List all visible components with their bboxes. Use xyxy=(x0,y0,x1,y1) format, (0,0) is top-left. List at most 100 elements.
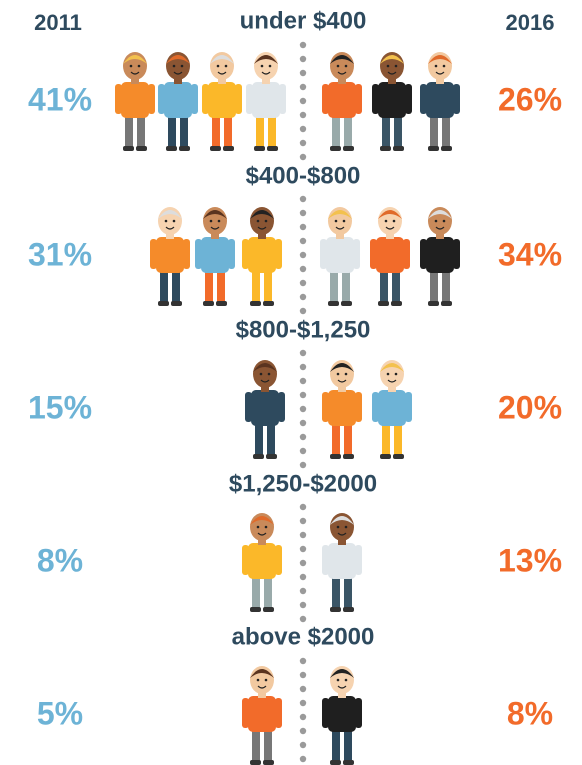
divider-dot xyxy=(300,84,306,90)
eye xyxy=(345,679,348,682)
leg xyxy=(252,575,260,609)
shoe xyxy=(441,146,452,151)
arm xyxy=(158,84,165,114)
person xyxy=(150,207,190,306)
person xyxy=(370,207,410,306)
eye xyxy=(335,220,338,223)
divider-dot xyxy=(300,420,306,426)
income-label: $400-$800 xyxy=(246,162,361,189)
shoe xyxy=(343,607,354,612)
eye xyxy=(173,65,176,68)
person xyxy=(322,666,362,765)
share-2011: 41% xyxy=(28,81,92,117)
arm xyxy=(355,84,362,114)
eye xyxy=(393,220,396,223)
arm xyxy=(278,392,285,422)
leg xyxy=(430,114,438,148)
divider-dot xyxy=(300,98,306,104)
shoe xyxy=(267,146,278,151)
share-2011: 8% xyxy=(37,542,83,578)
leg xyxy=(224,114,232,148)
arm xyxy=(235,84,242,114)
leg xyxy=(212,114,220,148)
leg xyxy=(125,114,133,148)
divider-dot xyxy=(300,406,306,412)
leg xyxy=(392,269,400,303)
leg xyxy=(344,575,352,609)
divider-dot xyxy=(300,434,306,440)
divider-dot xyxy=(300,700,306,706)
divider-dot xyxy=(300,714,306,720)
eye xyxy=(165,220,168,223)
divider-dot xyxy=(300,42,306,48)
shoe xyxy=(341,301,352,306)
divider-dot xyxy=(300,224,306,230)
divider-dot xyxy=(300,238,306,244)
share-2016: 20% xyxy=(498,389,562,425)
left-year: 2011 xyxy=(34,10,82,35)
person xyxy=(242,666,282,765)
eye xyxy=(337,526,340,529)
arm xyxy=(322,392,329,422)
eye xyxy=(173,220,176,223)
shoe xyxy=(210,146,221,151)
leg xyxy=(344,728,352,762)
torso xyxy=(251,390,279,426)
person xyxy=(115,52,155,151)
leg xyxy=(137,114,145,148)
income-label: above $2000 xyxy=(232,623,375,650)
divider-dot xyxy=(300,588,306,594)
eye xyxy=(387,65,390,68)
income-label: $800-$1,250 xyxy=(236,316,371,343)
eye xyxy=(395,373,398,376)
shoe xyxy=(136,146,147,151)
share-2016: 34% xyxy=(498,236,562,272)
divider-dot xyxy=(300,574,306,580)
leg xyxy=(344,422,352,456)
divider-dot xyxy=(300,504,306,510)
arm xyxy=(275,239,282,269)
eye xyxy=(435,65,438,68)
torso xyxy=(252,82,280,118)
divider xyxy=(300,42,306,762)
divider-dot xyxy=(300,602,306,608)
shoe xyxy=(203,301,214,306)
arm xyxy=(242,545,249,575)
divider-dot xyxy=(300,140,306,146)
shoe xyxy=(428,146,439,151)
divider-dot xyxy=(300,532,306,538)
leg xyxy=(344,114,352,148)
page: 2011 2016 under $40041%26%$400-$80031%34… xyxy=(0,0,582,765)
divider-dot xyxy=(300,252,306,258)
income-label: under $400 xyxy=(240,7,367,34)
shoe xyxy=(223,146,234,151)
leg xyxy=(168,114,176,148)
shoe xyxy=(328,301,339,306)
arm xyxy=(191,84,198,114)
torso xyxy=(328,390,356,426)
divider-dot xyxy=(300,392,306,398)
divider-dot xyxy=(300,196,306,202)
shoe xyxy=(250,301,261,306)
shoe xyxy=(266,454,277,459)
rows: under $40041%26%$400-$80031%34%$800-$1,2… xyxy=(28,7,562,731)
shoe xyxy=(216,301,227,306)
arm xyxy=(150,239,157,269)
leg xyxy=(267,422,275,456)
torso xyxy=(426,237,454,273)
arm xyxy=(322,545,329,575)
leg xyxy=(264,269,272,303)
leg xyxy=(442,114,450,148)
arm xyxy=(228,239,235,269)
arm xyxy=(355,545,362,575)
arm xyxy=(320,239,327,269)
person xyxy=(246,52,286,151)
shoe xyxy=(343,760,354,765)
shoe xyxy=(330,607,341,612)
eye xyxy=(269,65,272,68)
eye xyxy=(385,220,388,223)
shoe xyxy=(330,146,341,151)
arm xyxy=(148,84,155,114)
shoe xyxy=(171,301,182,306)
people xyxy=(115,52,460,765)
